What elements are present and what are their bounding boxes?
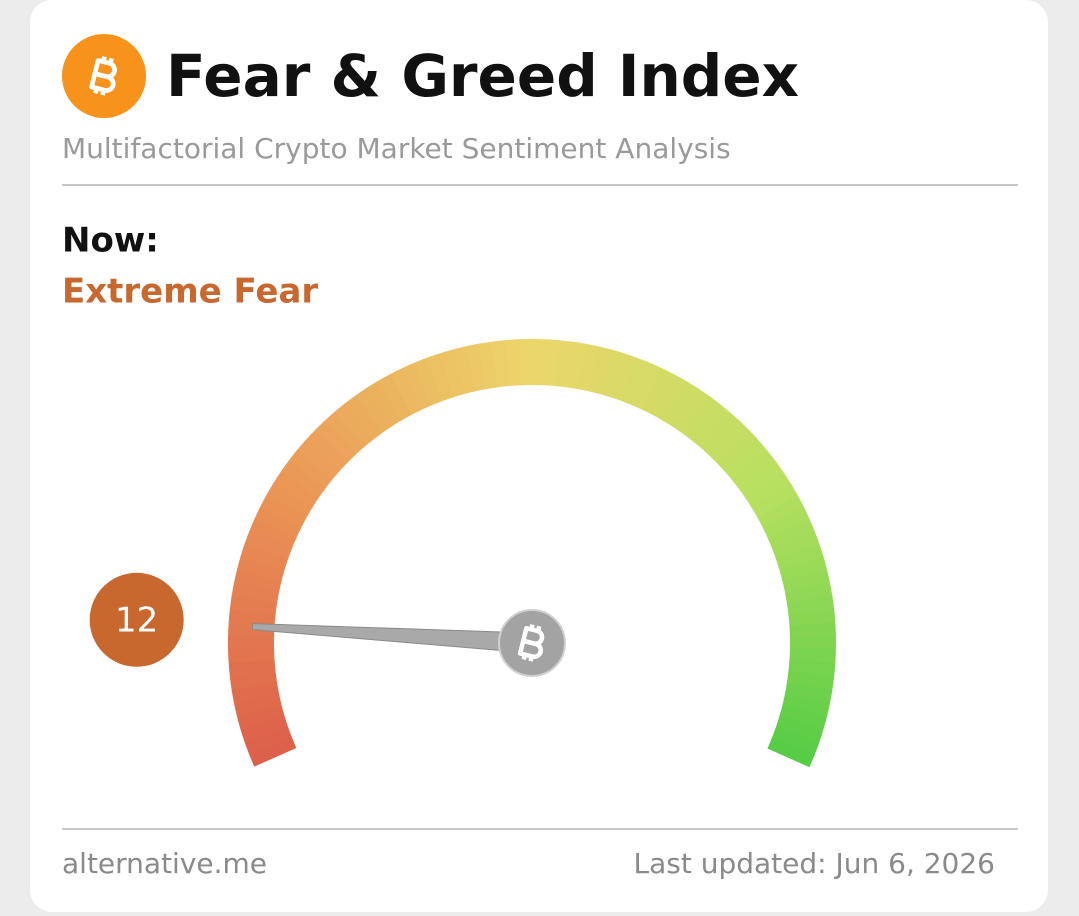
gauge-arc [662,380,698,427]
gauge-arc [228,659,276,677]
gauge-arc [237,555,285,581]
gauge-arc [236,704,285,729]
gauge-arc [784,682,833,704]
gauge-arc [767,737,815,768]
gauge-arc [314,420,357,463]
gauge-arc [566,341,587,390]
gauge-arc [366,380,402,427]
gauge-arc [543,339,560,387]
gauge-arc [782,569,831,593]
gauge-arc [782,693,831,717]
gauge-arc [716,430,759,472]
gauge-arc [240,543,289,570]
gauge-arc [652,374,687,421]
gauge-arc [577,343,600,392]
gauge-arc [334,403,374,447]
gauge-arc [672,387,709,434]
gauge-arc [249,518,297,549]
gauge-arc [642,368,675,416]
gauge-arc [767,518,815,549]
value-badge [89,572,184,667]
gauge-arc [426,353,454,401]
gauge-arc [708,420,750,463]
gauge-arc [305,429,349,471]
gauge-arc [599,349,626,398]
gauge: 12 [89,338,836,768]
gauge-arc [775,715,824,743]
gauge-arc [690,403,731,448]
gauge-arc [288,449,333,489]
gauge-arc [465,343,488,392]
gauge-arc [731,450,776,489]
gauge-arc [248,736,297,767]
gauge-arc [751,483,798,518]
gauge-arc [414,357,444,406]
gauge-arc [771,531,820,560]
gauge-arc [439,349,465,398]
gauge-arc [588,346,613,395]
gauge-arc [757,494,804,528]
gauge-arc [745,471,791,508]
gauge-arc [344,395,383,440]
gauge-arc [280,460,326,498]
title: Fear & Greed Index [166,42,799,110]
gauge-arc [681,395,720,441]
gauge-arc [631,362,663,411]
gauge-arc [266,482,313,518]
gauge-arc [254,505,302,538]
gauge-arc [228,647,275,663]
source: alternative.me [62,847,267,880]
gauge-arc [491,340,510,388]
now-label: Now: [62,221,159,261]
gauge-arc [771,726,820,755]
subtitle: Multifactorial Crypto Market Sentiment A… [62,132,731,165]
gauge-arc [554,340,573,388]
gauge-arc [273,471,320,508]
gauge-arc [699,411,741,455]
gauge-arc [779,704,828,730]
gauge-arc [762,506,810,539]
gauge-arc [227,635,275,650]
gauge-arc [786,595,835,615]
gauge-arc [296,439,341,480]
gauge-arc [244,530,293,559]
gauge-arc [240,715,288,742]
gauge-arc [775,543,824,571]
gauge-arc [231,581,280,603]
gauge-arc [518,338,533,386]
gauge-arc [505,339,522,387]
gauge-arc [779,556,828,582]
gauge-arc [233,693,282,716]
gauge-arc [244,726,292,755]
gauge-arc [229,670,278,690]
gauge-arc [724,440,768,480]
updated: Last updated: Jun 6, 2026 [633,847,995,880]
gauge-arc [378,373,412,421]
gauge-arc [401,362,433,410]
gauge-arc [355,387,393,433]
gauge-arc [610,353,638,402]
gauge-arc [788,609,836,627]
gauge-arc [621,357,651,406]
gauge-arc [229,595,278,615]
gauge-arc [789,648,836,664]
value-label: 12 [115,600,158,640]
gauge-arc [789,635,836,651]
gauge-arc [532,339,547,386]
gauge-arc [738,460,784,499]
gauge-arc [452,346,476,395]
gauge-arc [234,568,282,592]
gauge-arc [786,671,835,691]
gauge-arc [324,411,365,455]
gauge-arc [260,494,308,528]
classification: Extreme Fear [62,272,318,312]
gauge-arc [389,367,423,415]
gauge-arc [789,622,836,638]
